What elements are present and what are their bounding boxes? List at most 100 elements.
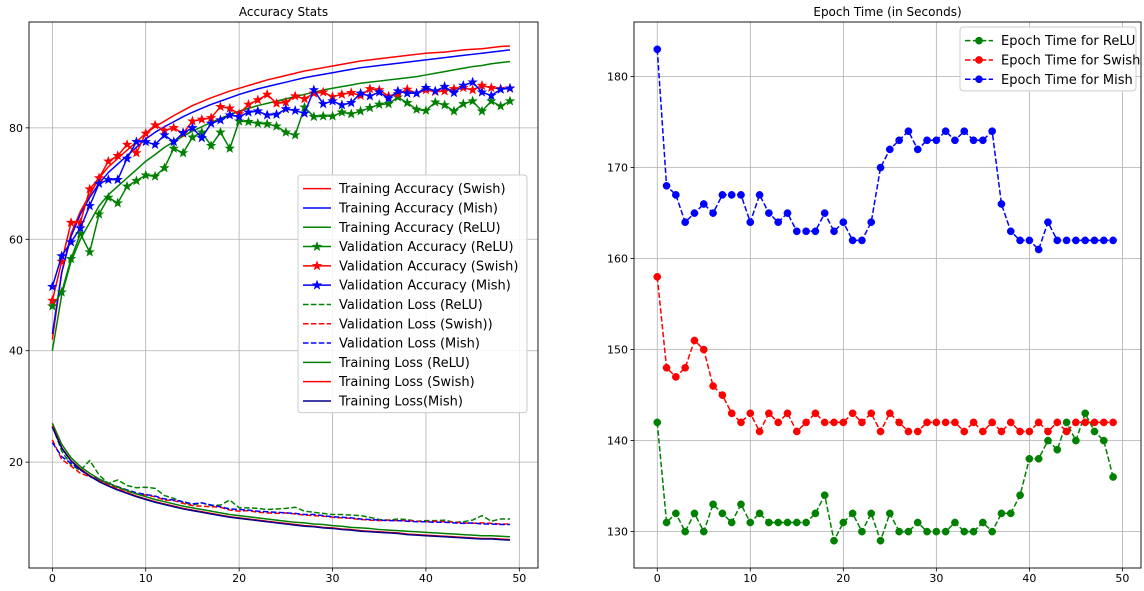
chart-1-series-validation-accuracy-mish-point: [346, 97, 357, 108]
chart-1-series-validation-accuracy-swish-point: [317, 86, 329, 97]
chart-1-series-training-accuracy-relu: [51, 60, 511, 351]
chart-2-legend-entry-epoch-time-for-mish-marker: [975, 75, 983, 84]
chart-2-series-epoch-time-for-swish-point: [774, 418, 783, 427]
chart-2-series-epoch-time-for-swish-point: [932, 418, 941, 427]
chart-1-series-validation-loss-mish: [51, 442, 510, 526]
chart-1-series-validation-accuracy-swish-point: [467, 84, 478, 95]
chart-2-series-epoch-time-for-relu-point: [988, 527, 997, 536]
chart-1-series-validation-accuracy-mish-point: [84, 200, 95, 211]
chart-1-series-validation-accuracy-mish-point: [131, 136, 142, 147]
chart-2-series-epoch-time-for-relu-point: [969, 527, 978, 536]
chart-2-series-epoch-time-for-swish-point: [979, 427, 987, 436]
chart-1-series-validation-accuracy-mish-point: [65, 236, 77, 247]
chart-2-legend-entry-epoch-time-for-swish-label: Epoch Time for Swish: [1001, 53, 1140, 68]
chart-2-series-epoch-time-for-relu-point: [1006, 509, 1015, 518]
chart-2-series-epoch-time-for-mish-point: [830, 227, 838, 236]
chart-2-axes-frame: [633, 21, 1142, 569]
chart-1-series-validation-accuracy-relu-point: [65, 253, 77, 264]
chart-2-series-epoch-time-for-relu-point: [951, 518, 959, 527]
chart-1-series-validation-accuracy-relu-point: [411, 103, 422, 114]
chart-2-series-epoch-time-for-mish-point: [1072, 236, 1080, 245]
chart-2-y-tick-label: 150: [607, 344, 628, 357]
chart-1-series-validation-accuracy-relu-point: [486, 95, 497, 106]
chart-2-series-epoch-time-for-relu-point: [941, 527, 950, 536]
chart-1-y-tick-label: 80: [9, 122, 23, 135]
chart-1-series-validation-accuracy-mish-point: [215, 114, 226, 125]
chart-1-series-validation-accuracy-relu-point: [448, 105, 460, 116]
chart-2-series-epoch-time-for-swish-point: [718, 391, 727, 399]
chart-2-series-epoch-time-for-mish-point: [1099, 236, 1108, 245]
chart-2-series-epoch-time-for-mish-point: [727, 191, 736, 199]
chart-2-series-epoch-time-for-mish-point: [783, 209, 792, 217]
chart-1-series-validation-accuracy-swish-point: [112, 150, 123, 161]
chart-1-series-validation-accuracy-swish-point: [103, 155, 114, 166]
chart-1-legend-entry-training-accuracy-relu: Training Accuracy (ReLU): [303, 221, 501, 236]
chart-2-series-epoch-time-for-mish-point: [811, 227, 820, 236]
chart-2-series-epoch-time-for-swish-point: [839, 418, 848, 427]
chart-2-series-epoch-time-for-relu-point: [737, 500, 745, 509]
chart-1-series-validation-accuracy-swish-point: [243, 98, 254, 109]
chart-1-legend-entry-training-loss-swish: Training Loss (Swish): [303, 375, 475, 390]
chart-1-series-validation-accuracy-swish-point: [84, 183, 95, 194]
chart-2-series-epoch-time-for-swish-point: [969, 418, 978, 427]
chart-2-series-epoch-time-for-swish-point: [681, 363, 690, 372]
chart-1-series-validation-accuracy-swish-point: [261, 88, 273, 99]
chart-2-series-epoch-time-for-relu-point: [727, 518, 736, 527]
chart-2-series-epoch-time-for-relu-point: [811, 509, 820, 518]
chart-1-series-validation-accuracy-relu-point: [289, 129, 301, 140]
chart-1-series-validation-accuracy-mish-point: [392, 85, 404, 96]
chart-2-series-epoch-time-for-swish-point: [848, 409, 857, 418]
chart-2-series-epoch-time-for-relu-point: [699, 527, 708, 536]
chart-2-series-epoch-time-for-mish-point: [1062, 236, 1071, 245]
chart-1-series-validation-accuracy-swish-point: [299, 93, 310, 104]
chart-2-series-epoch-time-for-swish-point: [802, 418, 810, 427]
chart-2-series-epoch-time-for-mish-point: [839, 218, 848, 227]
chart-1-series-validation-accuracy-relu-point: [327, 110, 338, 121]
chart-1-series-validation-accuracy-mish-point: [75, 222, 86, 233]
chart-1-series-validation-accuracy-relu-point: [317, 110, 329, 121]
chart-1-series-training-loss-mish-line: [51, 426, 511, 541]
chart-2-series-epoch-time-for-swish-point: [867, 409, 876, 418]
chart-1-series-validation-accuracy-swish-point: [56, 256, 67, 266]
chart-2-legend: Epoch Time for ReLU Epoch Time for Swish E…: [959, 26, 1140, 92]
chart-2-series-epoch-time-for-relu-point: [792, 518, 801, 527]
chart-1-series-validation-accuracy-relu-point: [261, 118, 273, 129]
chart-2-series-epoch-time-for-swish-point: [662, 363, 671, 372]
chart-2-series-epoch-time-for-swish-point: [997, 427, 1006, 436]
chart-1-series-validation-loss-mish-line: [51, 442, 510, 526]
chart-1-series-validation-accuracy-relu-point: [121, 180, 133, 191]
chart-1-legend-entry-validation-loss-mish: Validation Loss (Mish): [303, 337, 480, 352]
chart-1-series-validation-accuracy-mish-point: [205, 117, 217, 128]
chart-2-series-epoch-time-for-mish-point: [1034, 245, 1043, 254]
chart-1-series-validation-accuracy-relu-point: [402, 97, 413, 108]
chart-1-series-validation-accuracy-relu-point: [392, 91, 404, 102]
chart-2-series-epoch-time-for-relu-point: [718, 509, 727, 518]
chart-1-legend-entry-training-accuracy-mish-label: Training Accuracy (Mish): [338, 201, 498, 216]
chart-1-series-validation-accuracy-relu-point: [84, 246, 95, 257]
chart-2-series-epoch-time-for-mish-point: [765, 209, 773, 217]
chart-2-series-epoch-time-for-relu-point: [774, 518, 783, 527]
chart-2-series-epoch-time-for-swish-point: [811, 409, 820, 418]
chart-1-legend-entry-validation-accuracy-swish: Validation Accuracy (Swish): [303, 259, 518, 274]
chart-2-series-epoch-time-for-swish-point: [1072, 418, 1080, 427]
chart-2-series-epoch-time-for-relu-point: [848, 509, 857, 518]
chart-2-series-epoch-time-for-mish-point: [951, 136, 959, 145]
chart-2-series-epoch-time-for-relu-point: [690, 509, 699, 518]
chart-1-series-validation-accuracy-swish-point: [336, 88, 348, 99]
chart-2-series-epoch-time-for-mish-point: [858, 236, 866, 245]
chart-2-series-epoch-time-for-relu-point: [1072, 436, 1080, 445]
chart-2-y-tick-label: 130: [607, 526, 628, 539]
chart-2-series-epoch-time-for-swish-point: [1090, 418, 1099, 427]
chart-2-series-epoch-time-for-mish-point: [737, 191, 745, 199]
chart-1-series-validation-accuracy-swish-point: [121, 139, 133, 149]
chart-2-series-epoch-time-for-swish-point: [904, 427, 913, 436]
chart-1-series-validation-accuracy-mish-point: [439, 81, 450, 92]
chart-1-legend-entry-validation-loss-relu: Validation Loss (ReLU): [303, 298, 483, 313]
chart-1-series-validation-accuracy-mish-point: [93, 178, 105, 188]
chart-2-series-epoch-time-for-swish-point: [746, 409, 755, 418]
chart-1-legend-entry-validation-accuracy-swish-label: Validation Accuracy (Swish): [339, 259, 518, 274]
chart-1-series-validation-accuracy-mish-point: [140, 136, 151, 147]
chart-2-series-epoch-time-for-mish-point: [662, 181, 671, 190]
chart-1-legend-entry-training-loss-swish-label: Training Loss (Swish): [338, 375, 475, 390]
chart-1-series-validation-accuracy-mish-point: [233, 111, 245, 122]
